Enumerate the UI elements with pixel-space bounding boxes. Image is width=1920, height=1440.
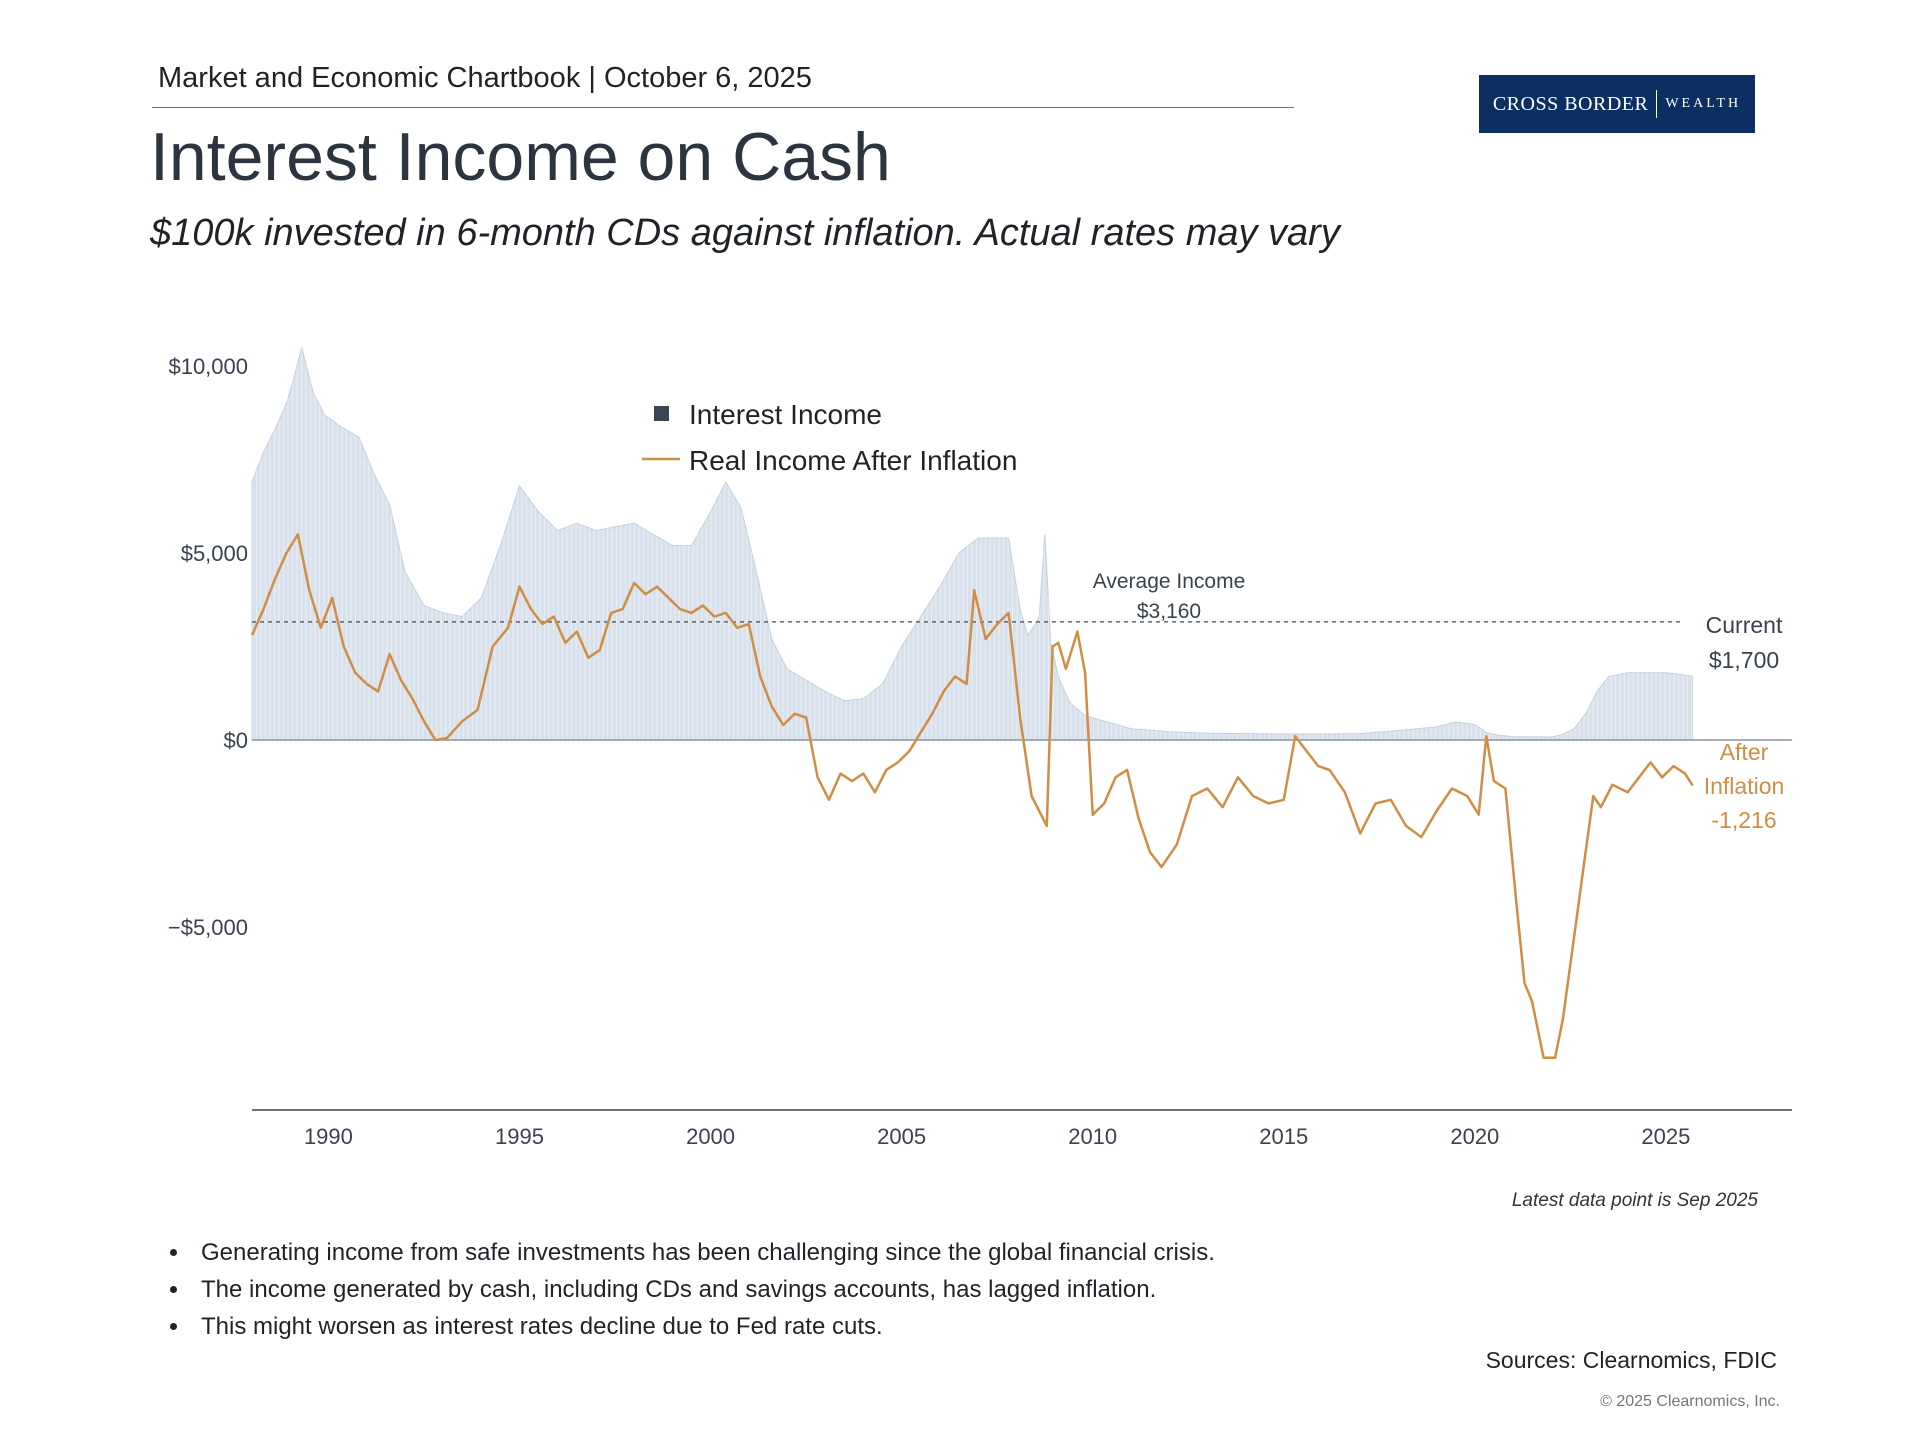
bullet-item: This might worsen as interest rates decl… [170, 1308, 1215, 1345]
annotation-layer: Average Income $3,160 Current $1,700 Aft… [1093, 570, 1785, 833]
current-label: Current [1706, 612, 1783, 638]
average-income-value: $3,160 [1137, 600, 1201, 623]
x-tick-label: 2010 [1068, 1124, 1117, 1149]
after-inflation-label-line1: After [1720, 739, 1769, 765]
legend: Interest Income Real Income After Inflat… [642, 399, 1017, 476]
x-tick-label: 2015 [1259, 1124, 1308, 1149]
x-tick-label: 2020 [1450, 1124, 1499, 1149]
copyright-note: © 2025 Clearnomics, Inc. [1600, 1393, 1780, 1410]
y-tick-label: $0 [224, 728, 248, 753]
page-title: Interest Income on Cash [150, 119, 891, 195]
brand-logo: CROSS BORDER WEALTH [1479, 75, 1755, 133]
legend-label-interest-income[interactable]: Interest Income [689, 399, 882, 430]
bullet-item: The income generated by cash, including … [170, 1271, 1215, 1308]
header-rule [152, 107, 1294, 108]
current-value: $1,700 [1709, 647, 1779, 673]
guide-layer [252, 621, 1792, 741]
page-subtitle: $100k invested in 6-month CDs against in… [150, 212, 1340, 254]
x-tick-label: 1995 [495, 1124, 544, 1149]
line-layer [250, 533, 1694, 1059]
legend-swatch-interest-income [654, 406, 669, 421]
x-tick-label: 2005 [877, 1124, 926, 1149]
average-income-label: Average Income [1093, 570, 1246, 593]
brand-divider [1656, 90, 1658, 118]
legend-label-real-income[interactable]: Real Income After Inflation [689, 445, 1017, 476]
y-tick-label: $5,000 [181, 541, 248, 566]
latest-data-note: Latest data point is Sep 2025 [1511, 1190, 1758, 1211]
axis-layer: 1990 1995 2000 2005 2010 2015 2020 2025 $10,000 $… [168, 354, 1792, 1149]
area-layer [251, 347, 1694, 741]
bullet-item: Generating income from safe investments … [170, 1234, 1215, 1271]
interest-income-area [251, 347, 1694, 741]
y-tick-label: −$5,000 [168, 915, 248, 940]
real-income-line [250, 533, 1694, 1059]
brand-secondary: WEALTH [1665, 96, 1742, 111]
after-inflation-label-line2: Inflation [1704, 773, 1785, 799]
after-inflation-value: -1,216 [1711, 807, 1776, 833]
sources-note: Sources: Clearnomics, FDIC [1485, 1347, 1777, 1373]
brand-primary: CROSS BORDER [1492, 92, 1649, 115]
x-tick-label: 1990 [304, 1124, 353, 1149]
y-tick-label: $10,000 [168, 354, 248, 379]
chartbook-header: Market and Economic Chartbook | October … [158, 62, 812, 94]
bullet-list: Generating income from safe investments … [170, 1234, 1215, 1345]
x-tick-label: 2025 [1641, 1124, 1690, 1149]
x-tick-label: 2000 [686, 1124, 735, 1149]
